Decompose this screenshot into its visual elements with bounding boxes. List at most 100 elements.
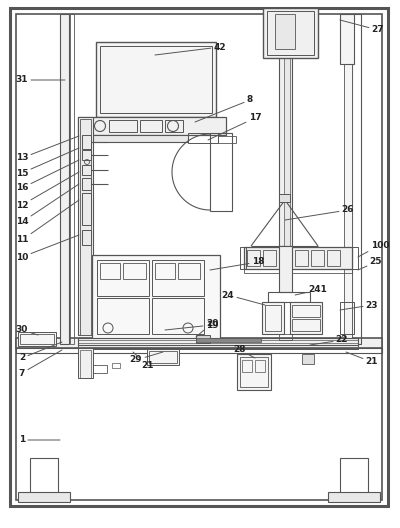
- Bar: [93, 365, 107, 373]
- Text: 2: 2: [19, 342, 62, 363]
- Bar: [268, 292, 310, 302]
- Text: 100: 100: [358, 240, 389, 257]
- Bar: [78, 338, 358, 345]
- Bar: [96, 42, 216, 117]
- Bar: [340, 458, 368, 496]
- Bar: [123, 263, 146, 279]
- Bar: [244, 247, 352, 269]
- Text: 10: 10: [16, 235, 79, 261]
- Text: 20: 20: [196, 318, 218, 337]
- Bar: [340, 14, 354, 64]
- Text: 26: 26: [285, 205, 354, 220]
- Bar: [92, 255, 220, 339]
- Bar: [147, 349, 179, 365]
- Bar: [210, 133, 232, 211]
- Bar: [100, 46, 212, 113]
- Text: 1: 1: [19, 436, 60, 445]
- Text: 14: 14: [16, 184, 79, 227]
- Bar: [97, 260, 149, 296]
- Bar: [97, 298, 149, 334]
- Text: 27: 27: [340, 20, 384, 34]
- Bar: [328, 492, 380, 502]
- Bar: [20, 334, 54, 344]
- Text: 29: 29: [130, 352, 163, 364]
- Bar: [240, 247, 246, 269]
- Bar: [78, 117, 226, 135]
- Bar: [16, 338, 382, 348]
- Bar: [149, 351, 177, 363]
- Bar: [18, 492, 70, 502]
- Bar: [302, 354, 314, 364]
- Bar: [292, 319, 320, 331]
- Bar: [340, 302, 354, 334]
- Bar: [78, 135, 188, 142]
- Text: 21: 21: [346, 352, 378, 366]
- Text: 12: 12: [16, 172, 79, 210]
- Text: 18: 18: [210, 258, 264, 270]
- Text: 28: 28: [234, 345, 255, 358]
- Bar: [290, 302, 322, 334]
- Text: 19: 19: [165, 320, 218, 330]
- Text: 42: 42: [155, 42, 226, 55]
- Text: 15: 15: [16, 148, 79, 177]
- Bar: [112, 363, 120, 368]
- Bar: [327, 250, 340, 266]
- Bar: [82, 135, 91, 149]
- Bar: [295, 250, 308, 266]
- Bar: [279, 14, 292, 246]
- Bar: [279, 246, 292, 292]
- Bar: [78, 345, 358, 349]
- Bar: [165, 120, 183, 132]
- Bar: [244, 269, 352, 273]
- Text: 30: 30: [16, 325, 38, 335]
- Bar: [82, 150, 91, 160]
- Bar: [265, 305, 281, 331]
- Bar: [237, 354, 271, 390]
- Bar: [352, 247, 358, 269]
- Bar: [263, 250, 276, 266]
- Bar: [240, 357, 268, 387]
- Bar: [263, 8, 318, 58]
- Bar: [255, 360, 265, 372]
- Bar: [140, 120, 162, 132]
- Bar: [196, 338, 261, 342]
- Bar: [18, 332, 56, 346]
- Bar: [196, 335, 210, 343]
- Bar: [218, 136, 236, 143]
- Bar: [80, 119, 91, 335]
- Bar: [78, 117, 93, 335]
- Bar: [275, 14, 295, 49]
- Bar: [109, 120, 137, 132]
- Text: 21: 21: [133, 352, 154, 371]
- Bar: [267, 11, 314, 55]
- Text: 17: 17: [208, 114, 261, 140]
- Text: 16: 16: [16, 160, 79, 193]
- Bar: [242, 360, 252, 372]
- Bar: [78, 348, 93, 378]
- Bar: [279, 334, 292, 340]
- Bar: [60, 14, 69, 344]
- Bar: [247, 250, 260, 266]
- Text: 24: 24: [222, 290, 265, 305]
- Text: 11: 11: [16, 200, 79, 244]
- Text: 23: 23: [340, 300, 378, 310]
- Bar: [16, 348, 382, 353]
- Text: 25: 25: [358, 258, 382, 270]
- Bar: [30, 458, 58, 496]
- Bar: [352, 14, 361, 344]
- Text: 7: 7: [19, 350, 62, 378]
- Text: 31: 31: [16, 76, 65, 84]
- Bar: [70, 14, 74, 344]
- Text: 241: 241: [295, 286, 328, 295]
- Bar: [82, 178, 91, 190]
- Bar: [155, 263, 175, 279]
- Bar: [188, 133, 218, 143]
- Bar: [80, 350, 91, 378]
- Bar: [82, 193, 91, 225]
- Bar: [284, 14, 290, 246]
- Bar: [100, 263, 120, 279]
- Bar: [82, 230, 91, 245]
- Bar: [279, 194, 290, 202]
- Bar: [152, 260, 204, 296]
- Bar: [344, 14, 352, 344]
